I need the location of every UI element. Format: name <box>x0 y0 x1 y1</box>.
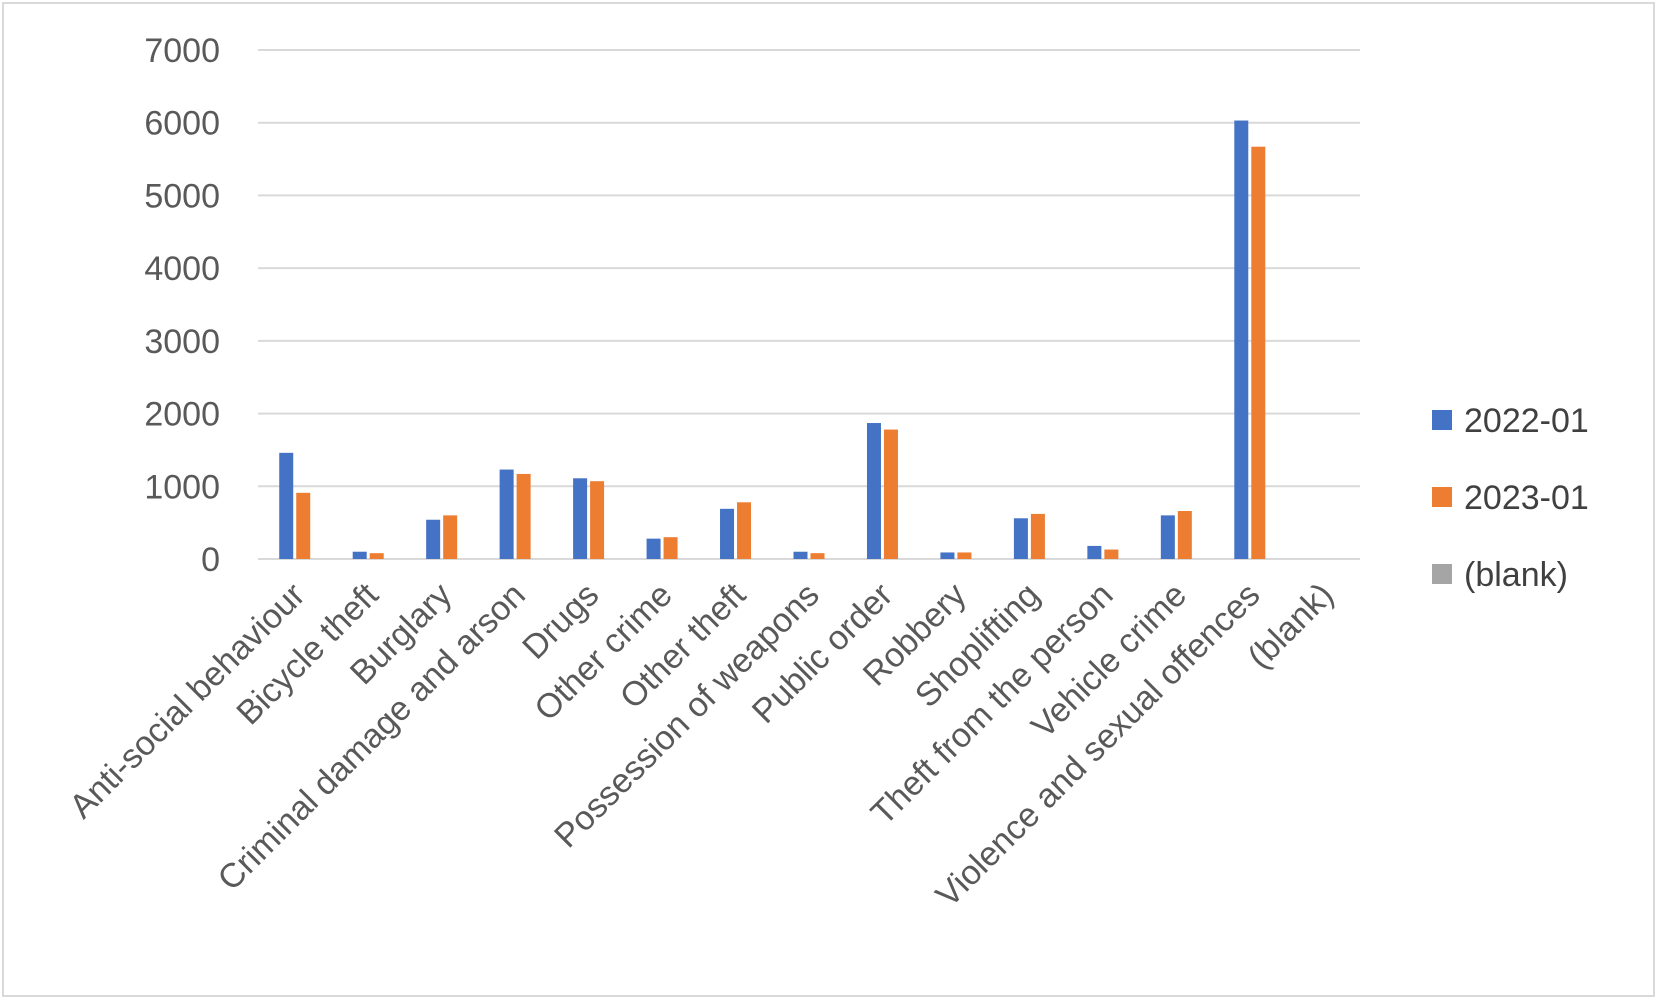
y-tick-label: 0 <box>201 541 220 579</box>
y-tick-label: 4000 <box>144 250 220 288</box>
bar <box>957 552 972 559</box>
bar <box>646 538 661 559</box>
legend-label: 2023-01 <box>1464 479 1589 517</box>
bar <box>443 515 458 559</box>
bar <box>279 452 294 559</box>
bar <box>793 551 808 559</box>
legend: 2022-01 2023-01 (blank) <box>1432 402 1589 594</box>
bar <box>1030 513 1045 559</box>
bar <box>590 481 605 559</box>
y-tick-label: 3000 <box>144 323 220 361</box>
bar <box>352 551 367 559</box>
bar <box>883 429 898 559</box>
bar <box>1177 511 1192 559</box>
legend-swatch <box>1432 410 1452 430</box>
gridlines <box>258 49 1360 560</box>
bar <box>426 519 441 559</box>
bar <box>1234 120 1249 559</box>
bar <box>1251 146 1266 559</box>
bar <box>866 423 881 559</box>
legend-swatch <box>1432 564 1452 584</box>
bar <box>1104 549 1119 559</box>
bar <box>296 492 311 559</box>
legend-swatch <box>1432 487 1452 507</box>
bar <box>737 502 752 559</box>
bar <box>499 469 514 559</box>
bars <box>279 120 1266 559</box>
bar <box>810 553 825 559</box>
bar <box>720 508 735 559</box>
bar <box>1087 545 1102 559</box>
bar <box>516 473 531 559</box>
y-tick-label: 6000 <box>144 105 220 143</box>
legend-label: 2022-01 <box>1464 402 1589 440</box>
y-tick-label: 1000 <box>144 468 220 506</box>
bar <box>1013 518 1028 559</box>
y-tick-label: 5000 <box>144 177 220 215</box>
y-tick-label: 7000 <box>144 32 220 70</box>
bar <box>369 553 384 559</box>
bar <box>573 478 588 559</box>
bar <box>663 537 678 559</box>
legend-label: (blank) <box>1464 556 1568 594</box>
y-tick-label: 2000 <box>144 396 220 434</box>
bar <box>940 552 955 559</box>
y-axis: 0 1000 2000 3000 4000 5000 6000 7000 <box>144 32 220 579</box>
bar <box>1160 515 1175 559</box>
